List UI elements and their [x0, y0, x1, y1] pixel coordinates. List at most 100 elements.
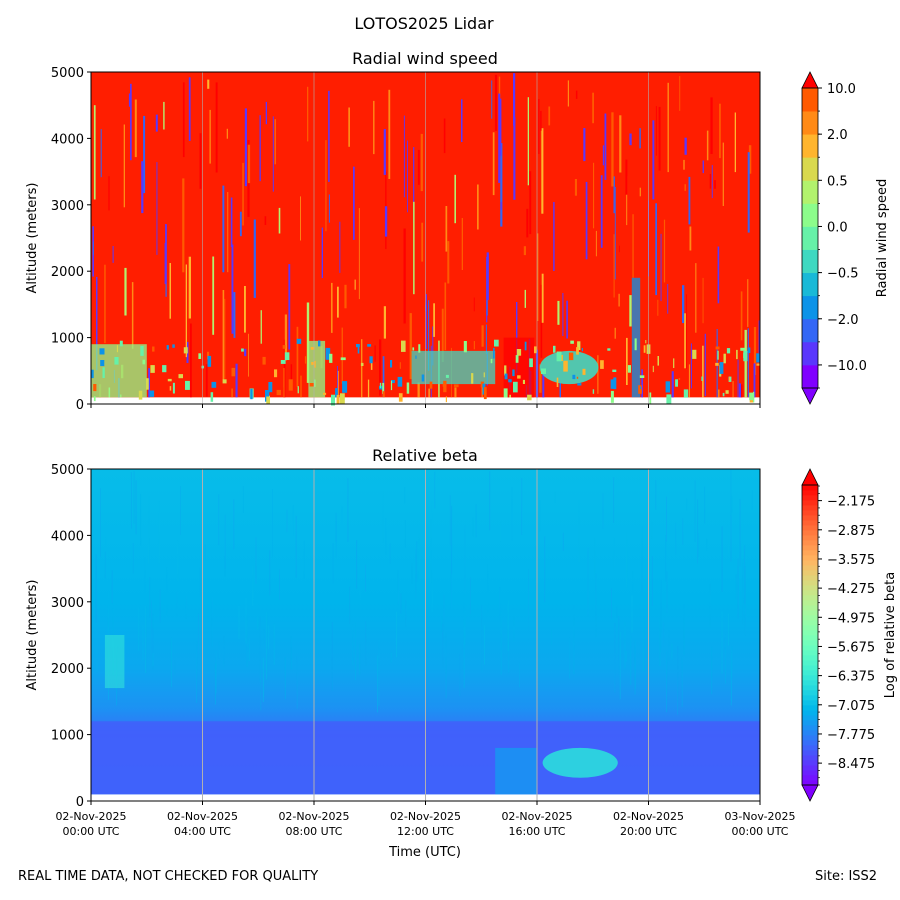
beta-streak — [666, 650, 668, 713]
wind-streak — [205, 364, 208, 397]
relative-beta-colorbar-segment — [802, 635, 818, 641]
beta-streak — [248, 638, 250, 661]
beta-streak — [651, 556, 653, 606]
beta-streak — [431, 573, 433, 612]
beta-streak — [562, 532, 564, 551]
radial-wind-colorbar-label: Radial wind speed — [875, 179, 890, 297]
wind-speckle — [140, 345, 144, 356]
wind-streak — [447, 241, 450, 284]
wind-streak — [420, 133, 423, 192]
wind-streak — [244, 286, 246, 333]
wind-speckle — [211, 381, 217, 388]
wind-speckle — [369, 356, 373, 364]
wind-speckle — [508, 379, 512, 383]
wind-speckle — [443, 380, 447, 393]
figure-title: LOTOS2025 Lidar — [354, 14, 494, 33]
wind-speckle — [471, 373, 474, 384]
wind-streak — [658, 106, 661, 171]
beta-streak — [462, 644, 463, 670]
relative-beta-colorbar-segment — [802, 600, 818, 606]
wind-streak — [539, 364, 542, 393]
relative-beta-colorbar-segment — [802, 725, 818, 731]
wind-streak — [182, 178, 185, 273]
beta-streak — [262, 657, 264, 702]
beta-streak — [268, 625, 270, 650]
wind-streak — [655, 106, 657, 156]
beta-streak — [686, 498, 688, 511]
wind-streak — [413, 201, 415, 295]
relative-beta-colorbar-tick-label: −7.075 — [827, 699, 875, 714]
beta-streak — [618, 616, 620, 675]
wind-streak — [253, 219, 256, 298]
wind-streak — [684, 313, 686, 369]
radial-wind-colorbar-tick-label: −0.5 — [827, 267, 859, 282]
wind-speckle — [607, 348, 611, 351]
wind-speckle — [473, 341, 475, 350]
wind-streak — [513, 73, 516, 126]
wind-streak — [96, 276, 98, 371]
wind-speckle — [722, 392, 725, 397]
wind-speckle — [421, 374, 425, 382]
beta-streak — [655, 480, 657, 510]
beta-streak — [152, 614, 154, 629]
wind-speckle — [309, 383, 314, 387]
wind-streak — [740, 291, 743, 341]
beta-streak — [730, 470, 732, 516]
beta-streak — [196, 641, 198, 703]
radial-wind-colorbar-segment — [802, 180, 818, 204]
wind-speckle — [142, 359, 146, 365]
wind-streak — [134, 99, 137, 158]
wind-speckle — [513, 381, 518, 393]
relative-beta-colorbar-segment — [802, 775, 818, 781]
beta-streak — [443, 594, 445, 652]
beta-streak — [587, 547, 589, 617]
wind-streak — [130, 83, 132, 161]
beta-feature — [495, 747, 537, 795]
wind-streak — [592, 92, 594, 124]
beta-streak — [602, 493, 604, 529]
relative-beta-title: Relative beta — [372, 446, 478, 465]
wind-speckle — [429, 381, 433, 389]
relative-beta-colorbar-segment — [802, 505, 818, 511]
beta-streak — [671, 643, 673, 660]
time-axis-time-label: 04:00 UTC — [174, 825, 231, 838]
beta-streak — [355, 622, 356, 681]
wind-feature — [503, 337, 535, 398]
wind-speckle — [572, 374, 576, 380]
radial-wind-y-label: Altitude (meters) — [25, 183, 40, 294]
beta-streak — [521, 478, 523, 535]
beta-streak — [666, 496, 667, 542]
wind-streak — [328, 90, 330, 182]
relative-beta-colorbar-segment — [802, 485, 818, 491]
beta-streak — [224, 514, 226, 569]
wind-speckle — [673, 358, 675, 368]
beta-streak — [727, 531, 729, 554]
beta-streak — [130, 472, 132, 529]
beta-streak — [365, 621, 367, 666]
wind-streak — [226, 128, 228, 139]
radial-wind-colorbar-segment — [802, 134, 818, 158]
relative-beta-y-tick-label: 0 — [76, 795, 84, 810]
time-axis-date-label: 02-Nov-2025 — [501, 810, 572, 823]
wind-speckle — [516, 349, 522, 356]
beta-streak — [396, 611, 397, 658]
wind-speckle — [391, 380, 395, 384]
relative-beta-colorbar-segment — [802, 670, 818, 676]
wind-streak — [625, 159, 628, 195]
wind-streak — [492, 132, 495, 196]
wind-speckle — [399, 362, 401, 369]
wind-streak — [562, 293, 564, 336]
beta-streak — [352, 624, 354, 666]
wind-streak — [540, 284, 543, 358]
time-axis-time-label: 20:00 UTC — [620, 825, 677, 838]
beta-streak — [100, 488, 101, 558]
wind-streak — [321, 227, 323, 279]
relative-beta-colorbar-segment — [802, 680, 818, 686]
relative-beta-colorbar-segment — [802, 675, 818, 681]
wind-streak — [409, 313, 412, 380]
wind-speckle — [454, 384, 459, 388]
wind-speckle — [314, 379, 316, 387]
wind-speckle — [152, 346, 155, 352]
relative-beta-colorbar-segment — [802, 655, 818, 661]
wind-streak — [444, 282, 447, 351]
